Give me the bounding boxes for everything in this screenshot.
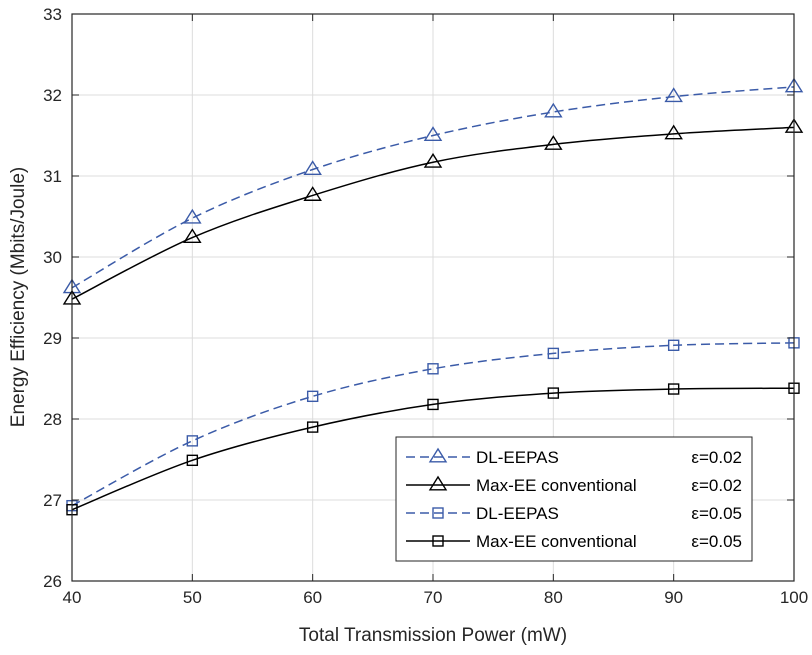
axis-ticks: 40 50 60 70 80 90 100 26 27 28 29 30 31 32 33 bbox=[43, 5, 808, 607]
legend-entry: Max-EE conventional ε=0.02 bbox=[406, 475, 742, 495]
series-line bbox=[71, 342, 795, 507]
data-point bbox=[547, 347, 560, 360]
data-point bbox=[303, 160, 322, 176]
series-1 bbox=[62, 77, 804, 294]
series-line bbox=[71, 126, 795, 300]
legend-param: ε=0.02 bbox=[691, 448, 742, 467]
data-point bbox=[303, 186, 322, 201]
data-point bbox=[664, 87, 683, 103]
legend-label: DL-EEPAS bbox=[476, 448, 559, 467]
data-point bbox=[544, 102, 563, 118]
legend-param: ε=0.05 bbox=[691, 504, 742, 523]
y-tick-label: 31 bbox=[43, 167, 62, 186]
y-tick-label: 29 bbox=[43, 329, 62, 348]
x-tick-label: 60 bbox=[303, 588, 322, 607]
legend-marker bbox=[432, 507, 444, 519]
legend-param: ε=0.05 bbox=[691, 532, 742, 551]
legend-entry: Max-EE conventional ε=0.05 bbox=[406, 532, 742, 551]
y-tick-label: 32 bbox=[43, 86, 62, 105]
data-point bbox=[427, 363, 439, 375]
legend-param: ε=0.02 bbox=[691, 476, 742, 495]
y-axis-label: Energy Efficiency (Mbits/Joule) bbox=[8, 167, 29, 427]
data-point bbox=[664, 124, 683, 140]
data-point bbox=[427, 398, 439, 411]
data-point bbox=[667, 339, 680, 351]
legend-entry: DL-EEPAS ε=0.05 bbox=[406, 504, 742, 523]
data-point bbox=[423, 152, 443, 168]
series-layer bbox=[62, 77, 804, 516]
y-tick-label: 27 bbox=[43, 491, 62, 510]
x-tick-label: 40 bbox=[63, 588, 82, 607]
data-point bbox=[667, 383, 680, 395]
y-tick-label: 33 bbox=[43, 5, 62, 24]
y-tick-label: 30 bbox=[43, 248, 62, 267]
legend-marker bbox=[432, 535, 444, 547]
data-point bbox=[547, 387, 560, 399]
data-point bbox=[183, 208, 202, 224]
data-point bbox=[306, 390, 319, 403]
y-tick-label: 28 bbox=[43, 410, 62, 429]
x-tick-label: 90 bbox=[664, 588, 683, 607]
legend-entry: DL-EEPAS ε=0.02 bbox=[406, 447, 742, 467]
y-tick-label: 26 bbox=[43, 572, 62, 591]
data-point bbox=[183, 228, 202, 244]
x-tick-label: 70 bbox=[424, 588, 443, 607]
legend-marker bbox=[428, 475, 448, 491]
x-tick-label: 50 bbox=[183, 588, 202, 607]
legend-marker bbox=[428, 447, 448, 463]
data-point bbox=[186, 435, 199, 447]
x-axis-label: Total Transmission Power (mW) bbox=[299, 625, 567, 646]
legend-label: Max-EE conventional bbox=[476, 476, 637, 495]
legend-label: Max-EE conventional bbox=[476, 532, 637, 551]
data-point bbox=[186, 454, 199, 467]
data-point bbox=[544, 135, 563, 150]
data-point bbox=[423, 126, 443, 142]
data-point bbox=[306, 421, 319, 433]
x-tick-label: 80 bbox=[544, 588, 563, 607]
legend-label: DL-EEPAS bbox=[476, 504, 559, 523]
series-line bbox=[71, 86, 795, 289]
x-tick-label: 100 bbox=[780, 588, 808, 607]
